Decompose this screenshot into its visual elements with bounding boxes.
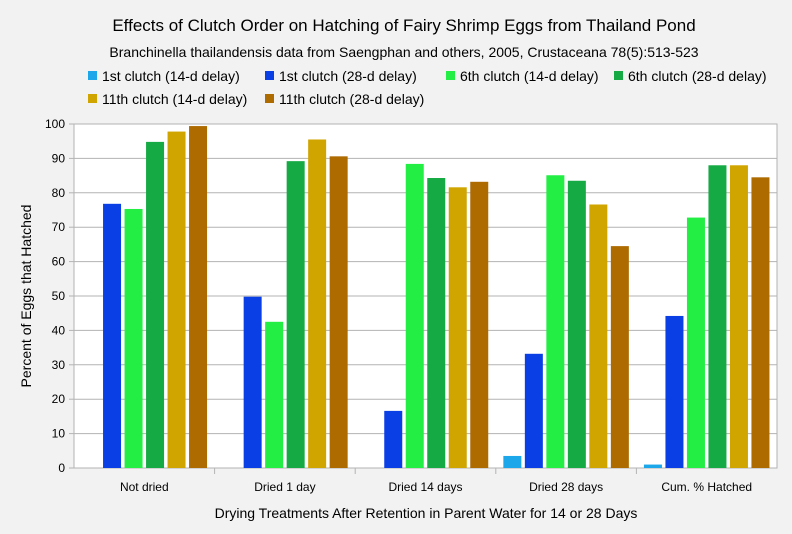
legend-label: 6th clutch (28-d delay) bbox=[628, 68, 767, 84]
bar bbox=[589, 204, 608, 468]
y-tick-label: 100 bbox=[45, 117, 65, 131]
legend: 1st clutch (14-d delay) 1st clutch (28-d … bbox=[88, 68, 767, 107]
x-tick-label: Dried 1 day bbox=[254, 480, 315, 494]
bar bbox=[146, 141, 165, 468]
y-tick-label: 70 bbox=[52, 220, 66, 234]
y-tick-label: 80 bbox=[52, 186, 66, 200]
legend-swatch bbox=[265, 94, 274, 103]
bar bbox=[124, 208, 143, 468]
bar bbox=[167, 131, 186, 468]
y-tick-label: 30 bbox=[52, 358, 66, 372]
legend-swatch bbox=[88, 94, 97, 103]
bar bbox=[405, 163, 424, 469]
y-tick-label: 50 bbox=[52, 289, 66, 303]
legend-label: 6th clutch (14-d delay) bbox=[460, 68, 599, 84]
x-tick-label: Cum. % Hatched bbox=[661, 480, 752, 494]
bar bbox=[265, 321, 284, 468]
x-tick-label: Not dried bbox=[120, 480, 169, 494]
legend-label: 11th clutch (28-d delay) bbox=[279, 91, 424, 107]
bar bbox=[524, 353, 543, 468]
bar bbox=[470, 181, 489, 469]
axes: 0 10 20 30 40 50 60 70 80 90 100 Not dried Dried 1 d… bbox=[45, 117, 752, 494]
bar bbox=[103, 203, 122, 469]
y-axis-title: Percent of Eggs that Hatched bbox=[18, 205, 34, 388]
bars bbox=[103, 126, 770, 469]
y-tick-label: 0 bbox=[58, 461, 65, 475]
x-tick-label: Dried 28 days bbox=[529, 480, 603, 494]
bar bbox=[384, 410, 403, 468]
bar bbox=[503, 455, 522, 468]
y-tick-label: 90 bbox=[52, 151, 66, 165]
bar bbox=[189, 126, 208, 469]
y-tick-label: 60 bbox=[52, 255, 66, 269]
legend-swatch bbox=[614, 71, 623, 80]
y-tick-label: 20 bbox=[52, 392, 66, 406]
bar bbox=[427, 178, 446, 468]
bar bbox=[610, 246, 629, 468]
bar bbox=[546, 175, 565, 469]
legend-label: 1st clutch (14-d delay) bbox=[102, 68, 240, 84]
y-tick-label: 40 bbox=[52, 323, 66, 337]
legend-label: 11th clutch (14-d delay) bbox=[102, 91, 247, 107]
bar bbox=[286, 161, 305, 469]
bar bbox=[308, 139, 327, 469]
legend-swatch bbox=[446, 71, 455, 80]
bar bbox=[729, 165, 748, 468]
bar bbox=[448, 187, 467, 468]
y-tick-label: 10 bbox=[52, 427, 66, 441]
bar bbox=[567, 180, 586, 468]
bar bbox=[243, 296, 262, 468]
x-axis-title: Drying Treatments After Retention in Par… bbox=[215, 505, 638, 521]
legend-label: 1st clutch (28-d delay) bbox=[279, 68, 417, 84]
bar bbox=[751, 177, 770, 468]
x-tick-label: Dried 14 days bbox=[388, 480, 462, 494]
bar bbox=[643, 464, 662, 468]
bar bbox=[329, 156, 348, 468]
bar bbox=[708, 165, 727, 468]
chart-subtitle: Branchinella thailandensis data from Sae… bbox=[109, 44, 698, 60]
legend-swatch bbox=[265, 71, 274, 80]
chart-title: Effects of Clutch Order on Hatching of F… bbox=[112, 16, 695, 35]
legend-swatch bbox=[88, 71, 97, 80]
bar bbox=[686, 217, 705, 468]
bar bbox=[665, 315, 684, 468]
